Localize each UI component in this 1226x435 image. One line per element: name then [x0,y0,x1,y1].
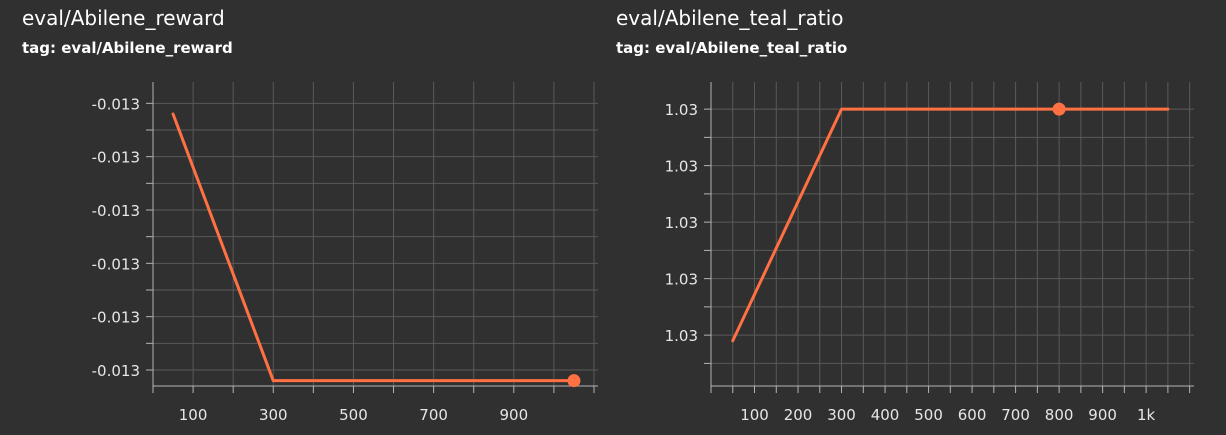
x-tick-label: 100 [179,406,208,424]
x-tick-label: 500 [339,406,368,424]
chart-tag: tag: eval/Abilene_teal_ratio [616,39,848,57]
x-tick-label: 700 [1001,406,1030,424]
x-tick-label: 300 [259,406,288,424]
grid-lines [146,82,598,393]
y-tick-label: -0.013 [92,362,140,380]
x-tick-label: 900 [499,406,528,424]
x-tick-label: 800 [1045,406,1074,424]
chart-card-teal-ratio: eval/Abilene_teal_ratio tag: eval/Abilen… [610,0,1226,435]
y-tick-label: -0.013 [92,95,140,113]
series-line [171,112,576,383]
reward-chart[interactable]: 100 300 500 700 900 -0.013 -0.013 -0.013 -0.013 -… [0,0,610,435]
y-tick-label: 1.03 [665,327,698,345]
chart-title: eval/Abilene_teal_ratio [616,6,844,30]
x-tick-label: 900 [1088,406,1117,424]
y-tick-label: 1.03 [665,158,698,176]
x-tick-label: 700 [419,406,448,424]
y-tick-label: 1.03 [665,101,698,119]
y-tick-label: -0.013 [92,255,140,273]
data-point-marker [567,374,581,388]
grid-lines [704,82,1194,393]
x-tick-label: 400 [871,406,900,424]
y-tick-label: -0.013 [92,309,140,327]
x-tick-label: 200 [784,406,813,424]
y-tick-label: -0.013 [92,202,140,220]
x-tick-label: 600 [958,406,987,424]
chart-title: eval/Abilene_reward [22,6,225,30]
x-tick-label: 1k [1137,406,1156,424]
chart-card-reward: eval/Abilene_reward tag: eval/Abilene_re… [0,0,610,435]
x-tick-label: 300 [827,406,856,424]
y-tick-label: 1.03 [665,214,698,232]
teal-ratio-chart[interactable]: 100 200 300 400 500 600 700 800 900 1k 1.03 1.03 1.0… [610,0,1226,435]
y-tick-label: -0.013 [92,149,140,167]
y-tick-label: 1.03 [665,271,698,289]
x-tick-label: 500 [914,406,943,424]
chart-tag: tag: eval/Abilene_reward [22,39,233,57]
x-tick-label: 100 [740,406,769,424]
data-point-marker [1052,102,1066,116]
